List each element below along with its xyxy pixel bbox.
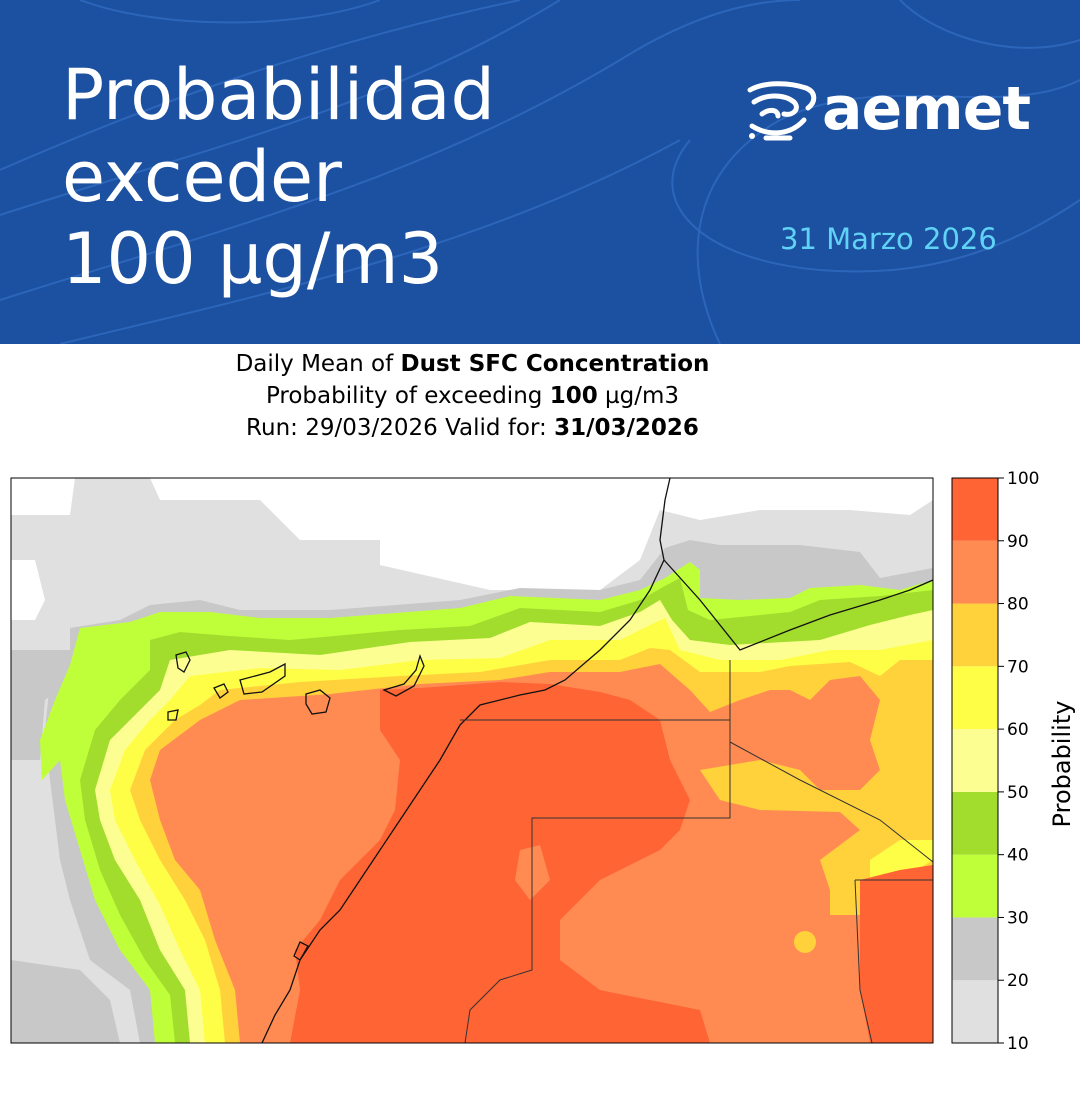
canary-islands — [167, 651, 425, 961]
colorbar-level-60-70 — [952, 666, 998, 730]
header-banner: Probabilidad exceder 100 µg/m3 aemet 31 … — [0, 0, 1080, 344]
banner-title-line: Probabilidad — [62, 54, 495, 136]
probability-field — [11, 478, 933, 1043]
colorbar-ticks: 10 20 30 40 50 60 70 80 90 100 — [998, 469, 1039, 1054]
banner-title-line: 100 µg/m3 — [62, 218, 444, 300]
colorbar-level-70-80 — [952, 603, 998, 667]
colorbar-tick-label: 50 — [1007, 783, 1029, 803]
colorbar-tick-label: 90 — [1007, 532, 1029, 552]
map-title: Daily Mean of Dust SFC Concentration Pro… — [0, 348, 945, 444]
colorbar-level-10-20 — [952, 980, 998, 1043]
colorbar-level-20-30 — [952, 917, 998, 981]
map-title-line-1: Daily Mean of Dust SFC Concentration — [235, 351, 710, 377]
colorbar-tick-label: 10 — [1007, 1034, 1029, 1054]
colorbar-frame — [951, 477, 999, 1044]
colorbar-tick-label: 100 — [1007, 469, 1039, 489]
coastline — [261, 478, 933, 1043]
map-title-line-3: Run: 29/03/2026 Valid for: 31/03/2026 — [246, 415, 699, 441]
colorbar-tick-label: 70 — [1007, 657, 1029, 677]
aemet-logo-text: aemet — [822, 74, 1031, 144]
map-frame — [10, 477, 934, 1044]
banner-title: Probabilidad exceder 100 µg/m3 — [62, 54, 495, 300]
map-title-line-2: Probability of exceeding 100 µg/m3 — [265, 383, 680, 409]
colorbar-tick-label: 20 — [1007, 971, 1029, 991]
probability-colorbar — [951, 477, 999, 1044]
country-borders — [460, 660, 933, 1043]
colorbar-tick-label: 60 — [1007, 720, 1029, 740]
colorbar-label: Probability — [1048, 701, 1076, 828]
colorbar-level-40-50 — [952, 791, 998, 855]
banner-wave-decoration — [0, 0, 1080, 344]
colorbar-tick-label: 30 — [1007, 908, 1029, 928]
colorbar-level-30-40 — [952, 854, 998, 918]
colorbar-tick-label: 80 — [1007, 595, 1029, 615]
colorbar-level-80-90 — [952, 540, 998, 604]
aemet-logo-icon — [747, 81, 817, 141]
colorbar-level-90-100 — [952, 478, 998, 541]
colorbar-tick-label: 40 — [1007, 846, 1029, 866]
colorbar-level-50-60 — [952, 729, 998, 792]
banner-date: 31 Marzo 2026 — [780, 222, 997, 256]
banner-title-line: exceder — [62, 136, 342, 218]
